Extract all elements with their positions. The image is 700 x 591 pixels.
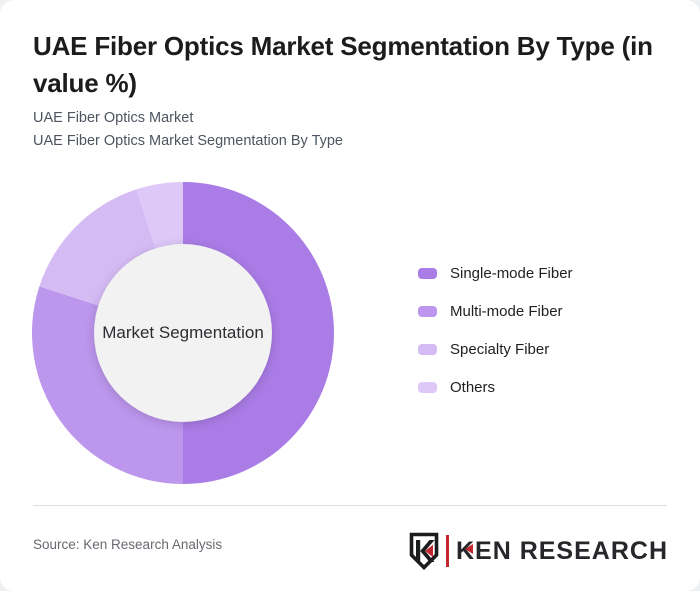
- subtitle-line-1: UAE Fiber Optics Market: [33, 110, 194, 126]
- donut-chart: Market Segmentation: [32, 182, 334, 484]
- donut-hole: Market Segmentation: [94, 244, 272, 422]
- subtitle-line-2: UAE Fiber Optics Market Segmentation By …: [33, 132, 344, 149]
- legend-item-specialty-fiber[interactable]: Specialty Fiber: [418, 336, 573, 362]
- logo-wordmark: KEN RESEARCH: [455, 536, 668, 565]
- legend-label: Specialty Fiber: [450, 340, 550, 358]
- legend-swatch: [418, 305, 437, 317]
- legend-item-single-mode-fiber[interactable]: Single-mode Fiber: [418, 260, 573, 286]
- legend-item-multi-mode-fiber[interactable]: Multi-mode Fiber: [418, 298, 573, 324]
- legend-label: Single-mode Fiber: [450, 264, 573, 282]
- chart-legend: Single-mode Fiber Multi-mode Fiber Special…: [418, 260, 573, 400]
- wordmark-red-triangle: [464, 543, 473, 554]
- shield-red-triangle: [425, 544, 433, 558]
- chart-subtitle: UAE Fiber Optics Market UAE Fiber Optics…: [33, 107, 343, 152]
- legend-label: Multi-mode Fiber: [450, 302, 563, 320]
- ken-research-logo: KEN RESEARCH: [409, 529, 668, 573]
- donut-center-label: Market Segmentation: [102, 323, 264, 342]
- ken-research-shield-icon: [409, 532, 439, 570]
- legend-swatch: [418, 381, 437, 393]
- source-text: Source: Ken Research Analysis: [33, 537, 223, 552]
- legend-swatch: [418, 267, 437, 279]
- legend-label: Others: [450, 378, 496, 396]
- legend-swatch: [418, 343, 437, 355]
- legend-item-others[interactable]: Others: [418, 374, 573, 400]
- logo-divider-bar: [445, 535, 449, 567]
- footer-divider: [33, 505, 667, 506]
- page-title: UAE Fiber Optics Market Segmentation By …: [33, 31, 653, 98]
